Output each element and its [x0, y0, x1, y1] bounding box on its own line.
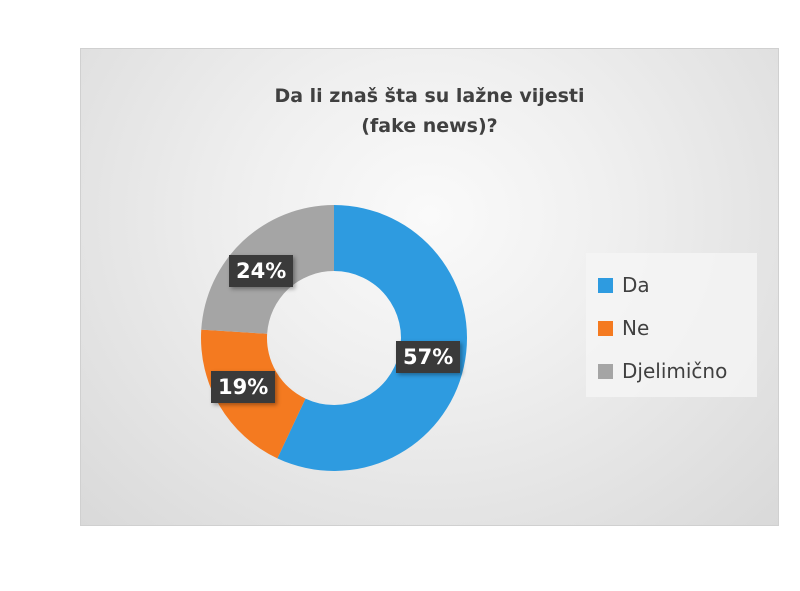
data-label-djelimicno: 24% — [229, 255, 294, 287]
legend-swatch-da — [598, 277, 613, 293]
chart-area: Da li znaš šta su lažne vijesti (fake ne… — [80, 48, 779, 526]
legend-label-da: Da — [622, 273, 650, 297]
data-label-da: 57% — [396, 341, 461, 373]
legend: Da Ne Djelimično — [586, 253, 757, 397]
legend-swatch-djelimicno — [598, 363, 613, 379]
legend-swatch-ne — [598, 320, 613, 336]
legend-label-ne: Ne — [622, 316, 650, 340]
chart-title-line-1: Da li znaš šta su lažne vijesti — [274, 85, 585, 107]
chart-title: Da li znaš šta su lažne vijesti (fake ne… — [81, 81, 778, 141]
legend-label-djelimicno: Djelimično — [622, 359, 728, 383]
legend-item-djelimicno: Djelimično — [598, 359, 727, 383]
data-label-ne: 19% — [211, 371, 276, 403]
legend-item-da: Da — [598, 273, 650, 297]
donut-slice-da — [277, 205, 467, 471]
legend-item-ne: Ne — [598, 316, 649, 340]
chart-title-line-2: (fake news)? — [361, 115, 498, 137]
